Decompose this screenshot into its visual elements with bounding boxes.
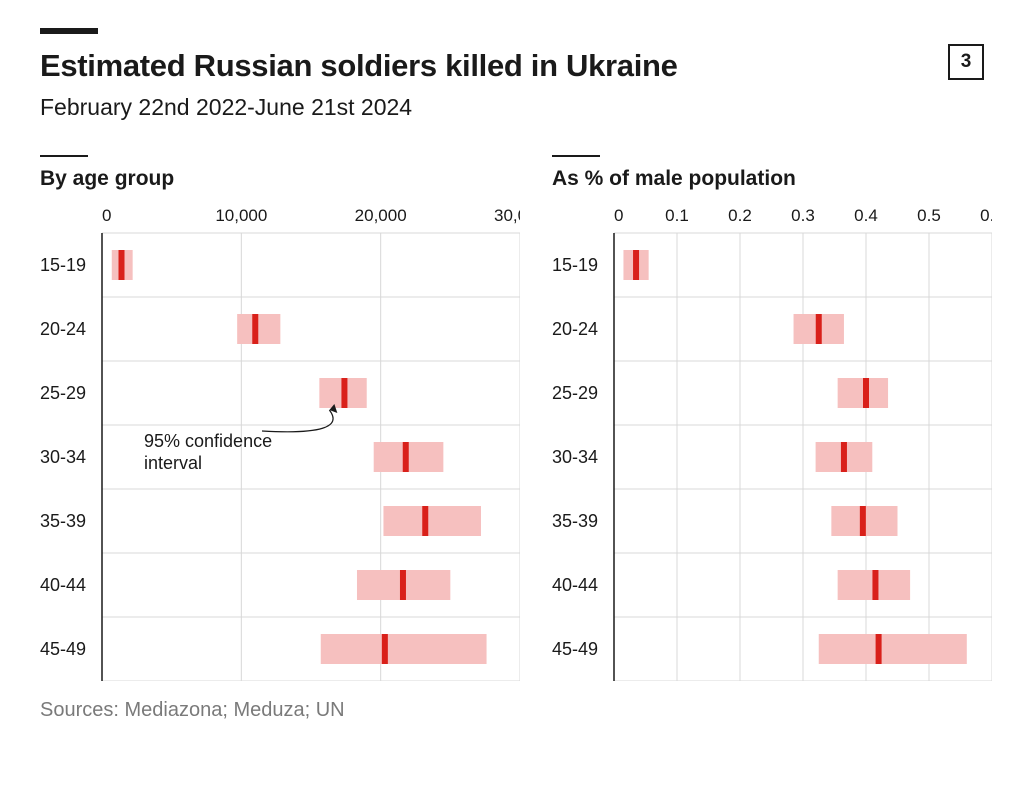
- chart-subtitle: February 22nd 2022-June 21st 2024: [40, 94, 984, 121]
- category-label: 15-19: [40, 255, 86, 275]
- panel-pct-male-pop: As % of male population 0 0.1 0.2 0.3 0.4 0.5…: [552, 155, 992, 681]
- top-rule: [40, 28, 98, 34]
- confidence-interval-band: [383, 506, 481, 536]
- confidence-interval-band: [321, 634, 487, 664]
- point-estimate-tick: [633, 250, 639, 280]
- confidence-interval-band: [819, 634, 967, 664]
- point-estimate-tick: [422, 506, 428, 536]
- chart-svg-right: 0 0.1 0.2 0.3 0.4 0.5 0.6 15-19 20-24 25-29 30-34 3…: [552, 203, 992, 681]
- panel-rule: [40, 155, 88, 157]
- x-tick-label: 0.1: [665, 206, 689, 225]
- annotation-pointer: [262, 410, 333, 432]
- confidence-interval-band: [237, 314, 280, 344]
- point-estimate-tick: [860, 506, 866, 536]
- panel-by-age-group: By age group 0 10,000 20,000 30,000 15-19 20-…: [40, 155, 520, 681]
- x-tick-label: 20,000: [355, 206, 407, 225]
- page-number-box: 3: [948, 44, 984, 80]
- page-number: 3: [961, 51, 972, 73]
- point-estimate-tick: [400, 570, 406, 600]
- point-estimate-tick: [341, 378, 347, 408]
- category-label: 30-34: [40, 447, 86, 467]
- panel-title-right: As % of male population: [552, 167, 992, 191]
- category-label: 45-49: [552, 639, 598, 659]
- point-estimate-tick: [872, 570, 878, 600]
- x-tick-label: 0.2: [728, 206, 752, 225]
- category-label: 30-34: [552, 447, 598, 467]
- point-estimate-tick: [876, 634, 882, 664]
- category-label: 20-24: [40, 319, 86, 339]
- source-line: Sources: Mediazona; Meduza; UN: [40, 699, 984, 722]
- category-label: 45-49: [40, 639, 86, 659]
- panels-container: By age group 0 10,000 20,000 30,000 15-19 20-…: [40, 155, 984, 681]
- category-label: 35-39: [40, 511, 86, 531]
- x-tick-label: 0: [614, 206, 623, 225]
- x-tick-label: 30,000: [494, 206, 520, 225]
- category-label: 40-44: [40, 575, 86, 595]
- chart-title: Estimated Russian soldiers killed in Ukr…: [40, 48, 984, 84]
- category-label: 40-44: [552, 575, 598, 595]
- panel-title-left: By age group: [40, 167, 520, 191]
- x-tick-label: 10,000: [215, 206, 267, 225]
- annotation-text: interval: [144, 453, 202, 473]
- category-label: 25-29: [40, 383, 86, 403]
- confidence-interval-band: [838, 378, 888, 408]
- x-tick-label: 0.5: [917, 206, 941, 225]
- annotation-text: 95% confidence: [144, 431, 272, 451]
- panel-rule: [552, 155, 600, 157]
- category-label: 20-24: [552, 319, 598, 339]
- x-tick-label: 0.6: [980, 206, 992, 225]
- point-estimate-tick: [863, 378, 869, 408]
- point-estimate-tick: [403, 442, 409, 472]
- point-estimate-tick: [816, 314, 822, 344]
- category-label: 15-19: [552, 255, 598, 275]
- x-tick-label: 0.3: [791, 206, 815, 225]
- point-estimate-tick: [252, 314, 258, 344]
- x-tick-label: 0.4: [854, 206, 878, 225]
- point-estimate-tick: [119, 250, 125, 280]
- category-label: 35-39: [552, 511, 598, 531]
- category-label: 25-29: [552, 383, 598, 403]
- point-estimate-tick: [382, 634, 388, 664]
- point-estimate-tick: [841, 442, 847, 472]
- chart-svg-left: 0 10,000 20,000 30,000 15-19 20-24 25-29 30-34 3…: [40, 203, 520, 681]
- x-tick-label: 0: [102, 206, 111, 225]
